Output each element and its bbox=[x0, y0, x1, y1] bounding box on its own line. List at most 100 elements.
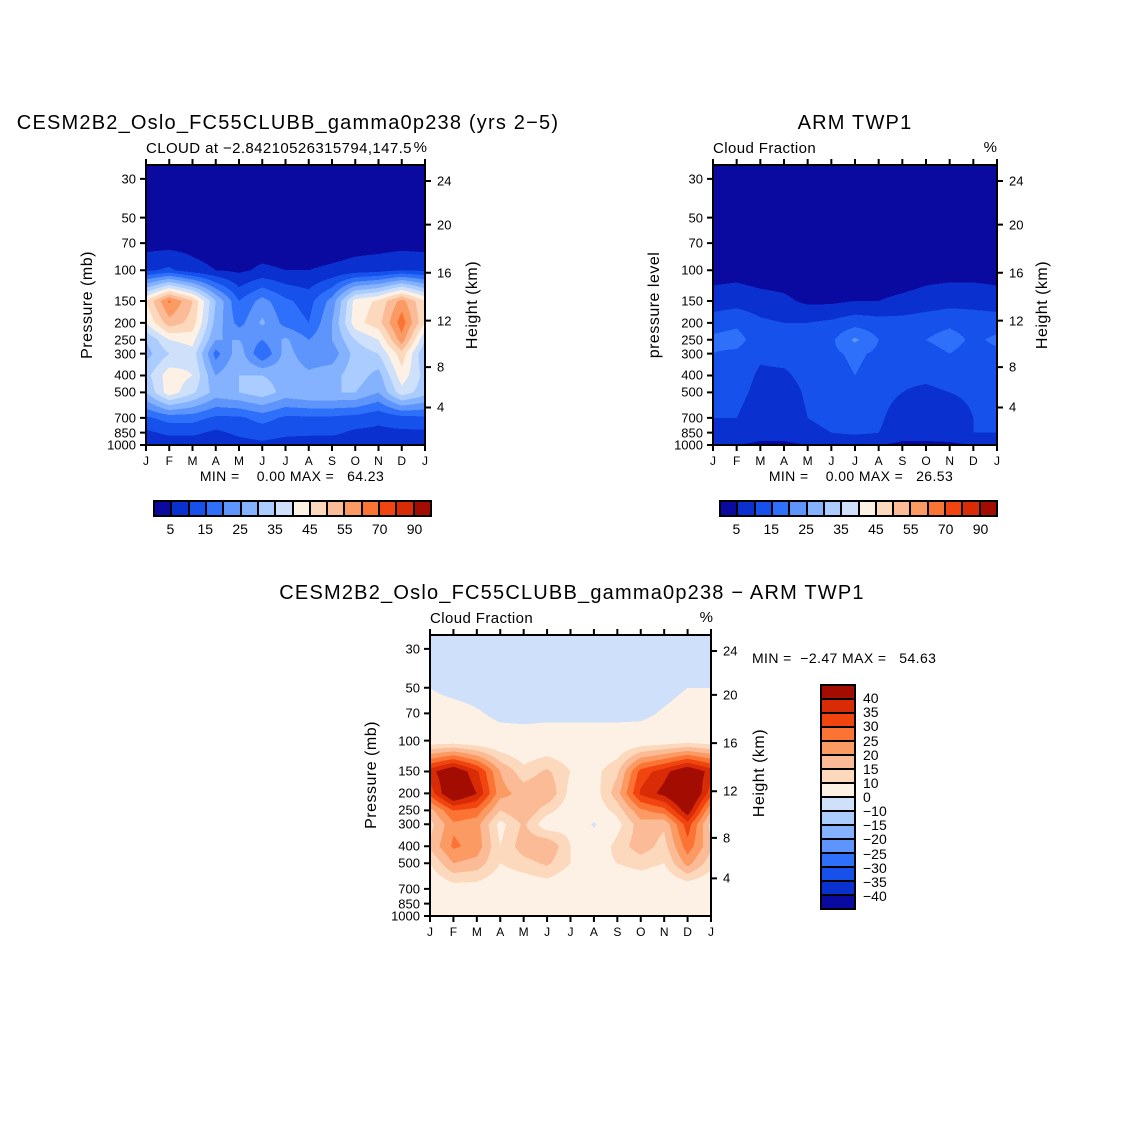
height-tick-label: 20 bbox=[723, 687, 738, 703]
pressure-tick-label: 100 bbox=[398, 733, 420, 749]
colorbar-cell bbox=[822, 894, 854, 908]
pressure-tick-label: 700 bbox=[681, 410, 703, 426]
pressure-tick-label: 1000 bbox=[107, 437, 136, 453]
colorbar-cell bbox=[736, 502, 754, 515]
height-tick-label: 24 bbox=[1009, 173, 1024, 189]
colorbar-cell bbox=[805, 502, 823, 515]
month-tick-label: J bbox=[710, 454, 716, 468]
panel-diff-minmax: MIN = −2.47 MAX = 54.63 bbox=[752, 650, 937, 666]
panel-diff-title: CESM2B2_Oslo_FC55CLUBB_gamma0p238 − ARM … bbox=[279, 582, 865, 604]
colorbar-cell bbox=[204, 502, 223, 515]
month-tick-label: D bbox=[397, 454, 407, 468]
pressure-tick-label: 100 bbox=[681, 262, 703, 278]
colorbar-tick-label: 70 bbox=[937, 521, 954, 537]
month-tick-label: M bbox=[187, 454, 198, 468]
colorbar-tick-label: 55 bbox=[903, 521, 919, 537]
month-tick-label: J bbox=[427, 925, 433, 939]
pressure-tick-label: 300 bbox=[114, 346, 136, 362]
pressure-tick-label: 250 bbox=[681, 332, 703, 348]
panel-obs-minmax: MIN = 0.00 MAX = 26.53 bbox=[768, 468, 954, 484]
colorbar-cell bbox=[222, 502, 240, 515]
height-tick-label: 20 bbox=[437, 217, 452, 233]
height-tick-label: 8 bbox=[1009, 359, 1017, 375]
colorbar-cell bbox=[187, 502, 205, 515]
height-tick-label: 24 bbox=[437, 173, 452, 189]
month-tick-label: J bbox=[282, 454, 289, 468]
colorbar-cell bbox=[822, 502, 841, 515]
panel-diff-ylabel: Pressure (mb) bbox=[363, 721, 380, 829]
colorbar-tick-label: 25 bbox=[798, 521, 814, 537]
colorbar-tick-label: 45 bbox=[868, 521, 884, 537]
pressure-tick-label: 70 bbox=[688, 235, 703, 251]
panel-obs-unit-label: % bbox=[983, 139, 997, 156]
month-tick-label: N bbox=[945, 454, 954, 468]
height-tick-label: 24 bbox=[723, 643, 738, 659]
colorbar-cell bbox=[961, 502, 979, 515]
colorbar-tick-label: 35 bbox=[833, 521, 849, 537]
height-tick-label: 4 bbox=[723, 870, 731, 886]
colorbar-tick-label: 10 bbox=[863, 774, 879, 791]
colorbar-cell bbox=[721, 502, 737, 515]
pressure-tick-label: 700 bbox=[114, 410, 136, 426]
colorbar-cell bbox=[822, 782, 854, 796]
colorbar-cell bbox=[170, 502, 188, 515]
colorbar-tick-label: 5 bbox=[732, 521, 741, 537]
pressure-tick-label: 500 bbox=[681, 384, 703, 400]
colorbar-cell bbox=[822, 796, 854, 810]
pressure-tick-label: 850 bbox=[398, 896, 420, 912]
colorbar-tick-label: 20 bbox=[863, 746, 879, 763]
colorbar-cell bbox=[239, 502, 257, 515]
month-tick-label: S bbox=[613, 925, 622, 939]
colorbar-tick-label: 90 bbox=[972, 521, 989, 537]
colorbar-tick-label: −35 bbox=[863, 873, 887, 890]
height-tick-label: 16 bbox=[1009, 265, 1024, 281]
month-tick-label: O bbox=[350, 454, 360, 468]
panel-model-ylabel: Pressure (mb) bbox=[79, 251, 96, 359]
colorbar-tick-label: 40 bbox=[863, 690, 879, 707]
pressure-tick-label: 850 bbox=[681, 425, 703, 441]
month-tick-label: J bbox=[143, 454, 149, 468]
colorbar-tick-label: −40 bbox=[863, 887, 887, 904]
month-tick-label: D bbox=[968, 454, 978, 468]
pressure-tick-label: 850 bbox=[114, 425, 136, 441]
month-tick-label: J bbox=[828, 454, 835, 468]
pressure-tick-label: 700 bbox=[398, 881, 420, 897]
colorbar-cell bbox=[822, 768, 854, 782]
panel-obs-title: ARM TWP1 bbox=[797, 112, 913, 134]
pressure-tick-label: 400 bbox=[114, 367, 136, 383]
pressure-tick-label: 200 bbox=[681, 315, 703, 331]
month-tick-label: M bbox=[471, 925, 482, 939]
height-tick-label: 16 bbox=[723, 735, 738, 751]
colorbar-cell bbox=[840, 502, 858, 515]
month-tick-label: J bbox=[259, 454, 266, 468]
colorbar-tick-label: 25 bbox=[232, 521, 248, 537]
colorbar-tick-label: 45 bbox=[302, 521, 318, 537]
colorbar-cell bbox=[944, 502, 962, 515]
colorbar-cell bbox=[822, 880, 854, 894]
colorbar-tick-label: 35 bbox=[267, 521, 283, 537]
panel-obs-height-label: Height (km) bbox=[1034, 260, 1051, 350]
month-tick-label: O bbox=[921, 454, 931, 468]
height-tick-label: 12 bbox=[723, 783, 738, 799]
pressure-tick-label: 300 bbox=[398, 816, 420, 832]
month-tick-label: J bbox=[708, 925, 714, 939]
month-tick-label: J bbox=[422, 454, 428, 468]
colorbar-tick-label: 35 bbox=[863, 704, 879, 721]
colorbar-tick-label: 70 bbox=[371, 521, 388, 537]
colorbar-cell bbox=[155, 502, 171, 515]
diff-colorbar bbox=[820, 684, 856, 910]
model-colorbar bbox=[153, 500, 432, 517]
colorbar-cell bbox=[274, 502, 292, 515]
pressure-tick-label: 50 bbox=[688, 210, 703, 226]
colorbar-cell bbox=[256, 502, 275, 515]
month-tick-label: A bbox=[304, 454, 313, 468]
diff-contour-plot bbox=[420, 625, 721, 926]
colorbar-cell bbox=[822, 866, 854, 880]
pressure-tick-label: 50 bbox=[121, 210, 136, 226]
month-tick-label: A bbox=[589, 925, 598, 939]
month-tick-label: M bbox=[802, 454, 813, 468]
height-tick-label: 4 bbox=[1009, 399, 1017, 415]
colorbar-tick-label: 30 bbox=[863, 718, 879, 735]
height-tick-label: 8 bbox=[723, 830, 731, 846]
colorbar-cell bbox=[926, 502, 945, 515]
